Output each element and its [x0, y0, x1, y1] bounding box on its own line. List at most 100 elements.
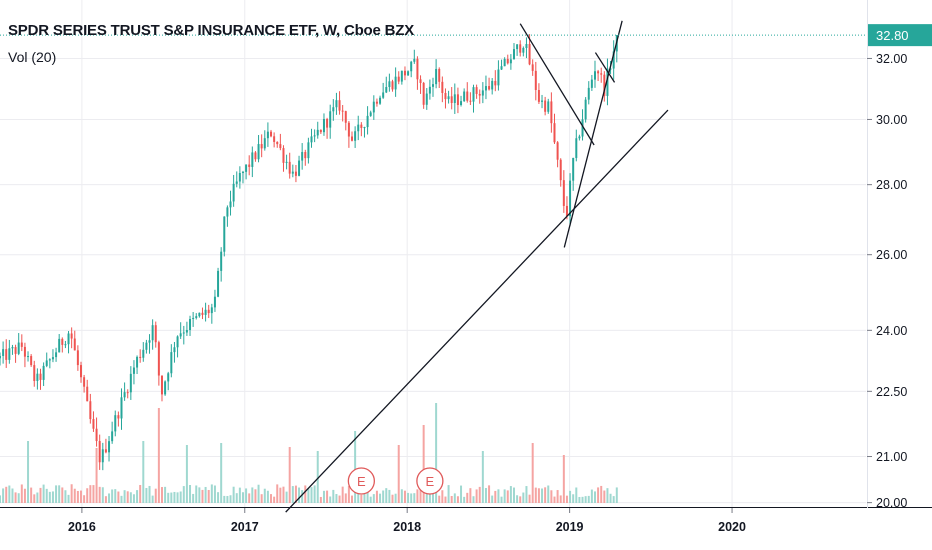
volume-bar [379, 493, 382, 503]
volume-bar [276, 484, 279, 503]
trendline[interactable] [285, 109, 669, 513]
candle-up [148, 340, 151, 343]
trendline[interactable] [563, 20, 623, 248]
candle-up [500, 66, 503, 70]
volume-bar [179, 491, 182, 503]
volume-bar [185, 445, 188, 503]
candle-down [98, 441, 101, 463]
candle-up [363, 127, 366, 129]
candle-up [453, 94, 456, 103]
candle-down [403, 70, 406, 76]
x-tick-label: 2019 [556, 520, 584, 534]
candle-up [413, 58, 416, 62]
candle-down [544, 100, 547, 112]
volume-bar [354, 431, 357, 503]
volume-bar [154, 488, 157, 503]
volume-bar [528, 494, 531, 503]
volume-bar [460, 485, 463, 503]
volume-bar [294, 485, 297, 503]
volume-bar [488, 485, 491, 503]
candle-down [597, 71, 600, 74]
volume-bar [279, 487, 282, 503]
time-axis[interactable]: 2016 2017 2018 2019 2020 [68, 508, 746, 534]
candle-up [27, 356, 30, 358]
volume-bar [5, 486, 8, 503]
volume-bar [413, 493, 416, 503]
volume-indicator-label[interactable]: Vol (20) [8, 49, 57, 65]
volume-bar [344, 493, 347, 503]
candle-down [14, 347, 17, 354]
volume-bar [556, 490, 559, 503]
candle-up [111, 431, 114, 442]
earnings-marker[interactable]: E [347, 467, 376, 495]
candle-down [276, 141, 279, 145]
candle-up [609, 68, 612, 70]
candle-down [79, 365, 82, 378]
candle-up [310, 136, 313, 143]
candle-up [204, 309, 207, 315]
candle-down [416, 58, 419, 80]
candle-up [581, 119, 584, 137]
volume-bar [17, 493, 20, 503]
volume-bar [497, 489, 500, 503]
volume-bar [238, 487, 241, 503]
volume-bar [466, 492, 469, 503]
volume-bar [70, 484, 73, 503]
candle-up [593, 71, 596, 80]
candle-down [341, 110, 344, 112]
candle-down [139, 356, 142, 358]
volume-bar [148, 485, 151, 503]
candle-up [257, 144, 260, 160]
volume-bar [347, 486, 350, 503]
candle-down [260, 144, 263, 149]
candle-down [347, 122, 350, 137]
candle-down [117, 415, 120, 419]
candle-up [388, 81, 391, 88]
volume-bar [55, 485, 58, 503]
volume-pane [0, 403, 618, 503]
volume-bar [441, 490, 444, 503]
candle-up [525, 43, 528, 48]
candle-up [329, 111, 332, 128]
volume-bar [584, 496, 587, 503]
volume-bar [0, 495, 1, 503]
price-axis[interactable]: 32.00 30.00 28.00 26.00 24.00 22.50 21.00 20.00 [867, 52, 907, 510]
volume-bar [73, 488, 76, 503]
volume-bar [167, 492, 170, 503]
volume-bar [108, 493, 111, 503]
candle-up [400, 70, 403, 82]
candle-up [332, 107, 335, 112]
volume-bar [263, 488, 266, 503]
trendlines[interactable] [285, 20, 669, 513]
trendline[interactable] [594, 52, 616, 83]
candle-up [522, 47, 525, 53]
volume-bar [609, 493, 612, 503]
candle-up [263, 138, 266, 149]
volume-bar [58, 485, 61, 503]
earnings-marker[interactable]: E [416, 467, 444, 495]
trendline[interactable] [519, 23, 595, 146]
candle-down [70, 333, 73, 339]
candle-down [419, 79, 422, 83]
volume-bar [553, 496, 556, 503]
volume-bar [288, 447, 291, 503]
symbol-title[interactable]: SPDR SERIES TRUST S&P INSURANCE ETF, W, … [8, 22, 415, 39]
volume-bar [432, 490, 434, 503]
candle-up [587, 87, 590, 100]
candle-down [351, 136, 354, 141]
candle-down [319, 129, 322, 133]
candle-up [316, 129, 319, 136]
candle-up [238, 173, 241, 182]
candle-down [83, 377, 86, 387]
volume-bar [600, 485, 603, 503]
candle-up [235, 181, 238, 184]
volume-bar [245, 488, 248, 503]
volume-bar [369, 496, 372, 503]
candle-down [603, 74, 606, 96]
candle-up [407, 71, 410, 76]
candle-up [120, 397, 123, 419]
volume-bar [101, 487, 104, 503]
